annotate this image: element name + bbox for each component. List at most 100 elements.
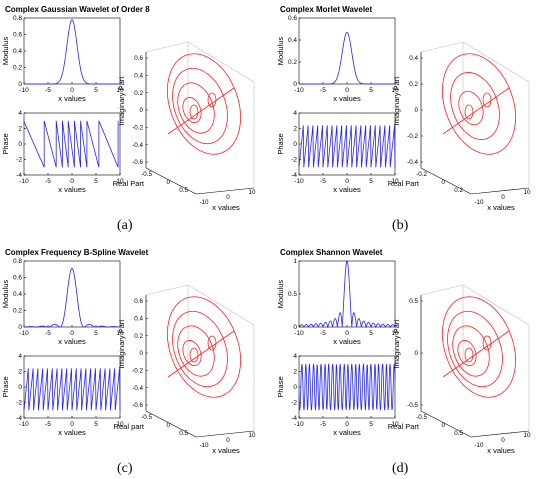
helix-ring: [457, 340, 477, 366]
axis-line: [470, 430, 530, 438]
real-axis-label: Real Part: [388, 179, 420, 188]
y-tick-label: 0.8: [13, 258, 22, 265]
y-tick-label: -2: [291, 400, 297, 407]
y-tick-label: -4: [291, 415, 297, 422]
y-axis-label: Modulus: [276, 37, 285, 66]
axis-line: [420, 410, 472, 438]
z-axis-label: Imaginary Part: [117, 319, 126, 369]
helix-axis-streak: [167, 330, 235, 378]
x-tick-label: 0: [70, 421, 74, 428]
real-tick-label: -0.5: [141, 171, 152, 178]
z-tick-label: 0.5: [409, 298, 418, 305]
axes-3d-b: [420, 41, 530, 195]
x-tick-label: 0: [70, 87, 74, 94]
y-tick-label: 0: [18, 384, 22, 391]
axes-modulus-d: [298, 260, 396, 328]
x-tick-label: 10: [391, 330, 399, 337]
panel-label-c: (c): [117, 461, 133, 476]
x-tick-label: 5: [369, 421, 373, 428]
x-tick-label: 5: [94, 421, 98, 428]
helix-ring: [182, 97, 202, 123]
helix-ring: [177, 82, 215, 134]
helix-ring: [182, 340, 202, 366]
x-tick-label: -5: [320, 330, 326, 337]
z-tick-label: 0.4: [409, 55, 418, 62]
x3d-tick-label: 0: [226, 194, 230, 201]
x-tick-label: 0: [345, 178, 349, 185]
x3d-tick-label: 0: [501, 437, 505, 444]
helix-axis-streak: [442, 87, 510, 135]
y-tick-label: 0: [293, 141, 297, 148]
x-tick-label: -5: [45, 87, 51, 94]
y-axis-label: Modulus: [1, 37, 10, 66]
z-tick-label: -0.6: [132, 159, 143, 166]
series-phase-curve: [298, 362, 396, 412]
panel-label-d: (d): [392, 461, 409, 476]
helix-ring: [458, 90, 484, 126]
series-phase-curve: [23, 368, 121, 411]
z-tick-label: 0.2: [409, 81, 418, 88]
panel-title-d: Complex Shannon Wavelet: [280, 248, 383, 257]
real-tick-label: -0.5: [416, 414, 427, 421]
x3d-axis-label: x values: [212, 203, 240, 212]
helix-ring: [167, 296, 241, 398]
helix-loop: [464, 104, 474, 120]
axis-line: [470, 187, 530, 195]
y-tick-label: 0.5: [288, 291, 297, 298]
x-axis-label: x values: [58, 185, 86, 194]
x-tick-label: 5: [94, 330, 98, 337]
box-edge: [187, 41, 255, 83]
y-tick-label: 0: [293, 324, 297, 331]
helix-loop: [189, 347, 199, 363]
y-tick-label: 0: [293, 81, 297, 88]
y-axis-label: Phase: [276, 133, 285, 154]
y-tick-label: 4: [18, 110, 22, 117]
z-tick-label: 0.2: [134, 333, 143, 340]
x-tick-label: 5: [369, 178, 373, 185]
helix-axis-streak: [442, 330, 510, 378]
x-tick-label: 10: [391, 178, 399, 185]
z-tick-label: 0.6: [134, 55, 143, 62]
axes-modulus-c: [23, 260, 121, 328]
y-tick-label: 0.8: [13, 15, 22, 22]
helix-ring: [447, 310, 503, 388]
x-tick-label: 0: [70, 330, 74, 337]
x-tick-label: -10: [294, 178, 304, 185]
axes-3d-a: [145, 41, 255, 195]
x-tick-label: 5: [94, 178, 98, 185]
z-tick-label: -0.4: [132, 142, 143, 149]
y-tick-label: 2: [293, 369, 297, 376]
y-tick-label: 0.6: [288, 15, 297, 22]
x-tick-label: 10: [116, 178, 124, 185]
box-edge: [145, 41, 189, 53]
helix-ring: [442, 296, 516, 398]
helix-ring: [172, 310, 228, 388]
y-axis-label: Modulus: [276, 280, 285, 309]
x-axis-label: x values: [333, 185, 361, 194]
helix-ring: [177, 325, 215, 377]
y-tick-label: -2: [16, 157, 22, 164]
series-modulus-curve: [299, 31, 395, 85]
z-tick-label: -0.4: [407, 159, 418, 166]
helix-loop: [207, 92, 217, 108]
x3d-tick-label: -10: [474, 199, 484, 206]
y-tick-label: 2: [18, 369, 22, 376]
real-tick-label: 0: [166, 422, 170, 429]
x-tick-label: 10: [116, 421, 124, 428]
real-tick-label: -0.2: [416, 171, 427, 178]
series-modulus-curve: [298, 260, 396, 329]
axes-modulus-b: [298, 17, 396, 85]
y-tick-label: 0: [18, 81, 22, 88]
x-tick-label: -5: [45, 330, 51, 337]
x-tick-label: 5: [369, 330, 373, 337]
x-tick-label: -10: [19, 178, 29, 185]
x-tick-label: -10: [294, 87, 304, 94]
axes-3d-d: [420, 284, 530, 438]
real-tick-label: 0.5: [179, 187, 188, 194]
x-tick-label: 10: [391, 421, 399, 428]
real-tick-label: 0: [441, 179, 445, 186]
real-axis-label: Real Part: [388, 422, 420, 431]
y-tick-label: -4: [16, 415, 22, 422]
x-tick-label: -10: [19, 330, 29, 337]
x-tick-label: 10: [391, 87, 399, 94]
